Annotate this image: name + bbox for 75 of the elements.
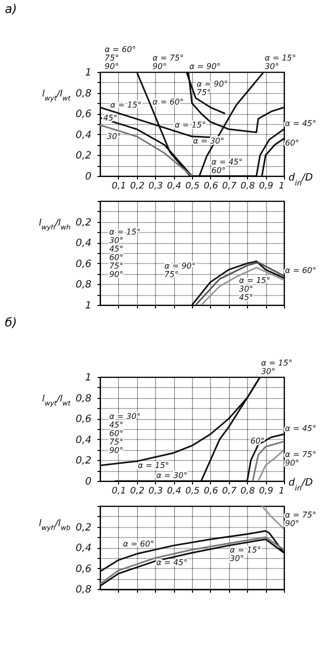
x-tick-label: 0,8: [240, 182, 256, 192]
annotation: α = 15° 30°: [230, 546, 262, 564]
x-tick-label: 0,8: [240, 486, 256, 496]
annotation: α = 60°: [122, 540, 154, 549]
x-tick-label: 1: [278, 182, 284, 192]
annotation: α = 15° 30° 45°: [239, 276, 270, 302]
annotation: α = 45°: [285, 119, 316, 128]
annotation: α = 75° 90°: [152, 54, 184, 71]
x-axis-title: d$_{in}$/D: [288, 478, 314, 492]
annotation: 60°: [285, 138, 300, 148]
x-tick-label: 0,3: [148, 182, 164, 192]
y-tick-label: 0,8: [76, 88, 92, 100]
y-tick-label: 0,6: [76, 258, 92, 270]
annotation: α = 30° 45° 60° 75° 90°: [109, 412, 140, 455]
y-tick-label: 0,8: [76, 584, 92, 596]
x-tick-label: 0,1: [112, 486, 126, 496]
y-tick-label: 0,6: [76, 109, 92, 120]
y-tick-label: 0: [85, 476, 92, 488]
y-tick-label: 0,2: [76, 522, 92, 534]
chart-title: б): [4, 316, 17, 330]
annotation: α = 75° 90°: [285, 510, 316, 528]
x-tick-label: 0,1: [112, 182, 126, 192]
y-tick-label: 1: [85, 300, 92, 312]
annotation: α = 60°: [152, 97, 184, 106]
annotation: α = 15°: [110, 100, 142, 110]
annotation: α = 15° 30°: [261, 358, 292, 376]
x-tick-label: 0,9: [258, 182, 274, 192]
y-axis-title: l$_{wyt}$/l$_{wt}$: [42, 394, 71, 408]
annotation: α = 45°: [285, 424, 316, 434]
y-tick-label: 0,4: [76, 130, 92, 141]
y-tick-label: 1: [85, 372, 92, 384]
annotation: α = 30°: [156, 471, 188, 480]
annotation: 30°: [106, 132, 122, 141]
annotation: α = 90°: [189, 62, 221, 71]
y-tick-label: 0,8: [76, 280, 92, 291]
x-tick-label: 0,7: [222, 182, 237, 192]
x-tick-label: 0,4: [166, 182, 182, 192]
y-tick-label: 0,4: [76, 238, 92, 250]
x-axis-title: d$_{in}$/D: [288, 172, 314, 187]
annotation: α = 90° 75°: [164, 262, 196, 279]
annotation: α = 45° 60°: [211, 158, 243, 175]
y-tick-label: 0,4: [76, 434, 92, 446]
y-tick-label: 0,2: [76, 456, 92, 467]
annotation: α = 15°: [138, 461, 170, 470]
y-tick-label: 0,4: [76, 543, 92, 554]
y-tick-label: 0,2: [76, 217, 92, 228]
x-tick-label: 0,5: [185, 182, 200, 192]
x-tick-label: 0,3: [148, 486, 164, 496]
x-tick-label: 0,5: [185, 486, 200, 496]
y-tick-label: 0,8: [76, 393, 92, 404]
y-tick-label: 0: [85, 172, 92, 182]
x-tick-label: 0,2: [130, 486, 145, 496]
y-tick-label: 0,2: [76, 150, 92, 162]
y-axis-title: l$_{wyh}$/l$_{wb}$: [38, 519, 70, 532]
annotation: α = 60° 75° 90°: [104, 45, 136, 71]
x-tick-label: 0,4: [166, 486, 182, 496]
y-axis-title: l$_{wyt}$/l$_{wt}$: [42, 89, 71, 102]
chart-title: а): [4, 2, 17, 16]
annotation: α = 90° 75°: [196, 80, 228, 97]
x-tick-label: 1: [278, 486, 284, 496]
x-tick-label: 0,9: [258, 486, 274, 496]
x-tick-label: 0,6: [204, 486, 218, 496]
annotation: α = 75° 90°: [285, 450, 316, 468]
y-tick-label: 0,6: [76, 414, 92, 426]
y-tick-label: 1: [85, 68, 92, 78]
y-axis-title: l$_{wyh}$/l$_{wh}$: [38, 218, 70, 232]
annotation: α = 60°: [285, 266, 316, 275]
annotation: 60°: [250, 436, 265, 446]
x-tick-label: 0,6: [204, 182, 218, 192]
annotation: α = 15° 30° 45° 60° 75° 90°: [109, 228, 140, 279]
y-tick-label: 0,6: [76, 564, 92, 575]
x-tick-label: 0,7: [222, 486, 237, 496]
annotation: α = 15°: [174, 120, 206, 130]
annotation: α = 15° 30°: [264, 54, 296, 71]
x-tick-label: 0,2: [130, 182, 145, 192]
